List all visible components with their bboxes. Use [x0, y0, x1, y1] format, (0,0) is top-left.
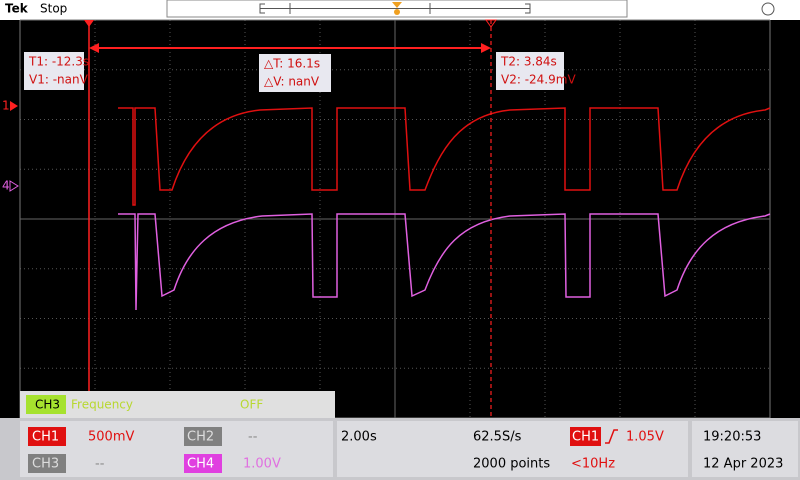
ch1-box[interactable]: [28, 427, 66, 446]
measurement-value: OFF: [240, 398, 263, 412]
ch4-label: CH4: [187, 457, 214, 472]
ch3-box[interactable]: [28, 454, 66, 473]
ch4-scale: 1.00V: [243, 457, 281, 472]
cursor-1-readout: [24, 52, 84, 90]
help-icon[interactable]: [761, 2, 775, 16]
delta-t: △T: 16.1s: [264, 57, 320, 71]
t1: T1: -12.3s: [28, 55, 89, 69]
ch1-scale: 500mV: [88, 430, 134, 445]
ch1-label: CH1: [32, 430, 59, 445]
ch4-box[interactable]: [184, 454, 222, 473]
channel-panel: [20, 421, 333, 477]
ch1-waveform: [118, 107, 771, 206]
ch2-box[interactable]: [184, 427, 222, 446]
sample-rate: 62.5S/s: [473, 430, 522, 445]
ch2-label: CH2: [187, 430, 214, 445]
ch1-marker[interactable]: 1: [2, 99, 10, 113]
ch4-marker-arrow: [9, 180, 19, 192]
trigger-slope: [605, 429, 618, 444]
cursor-2-readout: [496, 52, 564, 90]
ch1-marker-arrow: [10, 101, 18, 111]
measurement-panel: [20, 391, 335, 418]
time: 19:20:53: [703, 430, 761, 445]
cursor-1-handle[interactable]: [84, 20, 94, 27]
acquisition-panel: [337, 421, 688, 477]
timebase[interactable]: 2.00s: [341, 430, 377, 445]
trigger-level: 1.05V: [626, 430, 664, 445]
ch4-waveform: [118, 213, 771, 311]
status: Stop: [40, 2, 67, 16]
measurement-channel-box: [26, 395, 66, 414]
cursor-2-handle[interactable]: [485, 19, 497, 28]
record-length: 2000 points: [473, 457, 550, 472]
v1: V1: -nanV: [29, 73, 89, 87]
v2: V2: -24.9mV: [501, 73, 576, 87]
trigger-source-box[interactable]: [570, 427, 601, 446]
logo: Tek: [5, 2, 29, 16]
trigger-position[interactable]: [392, 2, 402, 8]
delta-readout: [259, 54, 331, 92]
t2: T2: 3.84s: [500, 55, 557, 69]
date: 12 Apr 2023: [703, 457, 783, 472]
ch3-label: CH3: [32, 457, 59, 472]
record-bracket: [259, 3, 531, 14]
ch4-marker[interactable]: 4: [2, 179, 10, 193]
trigger-dot: [394, 9, 400, 15]
delta-v: △V: nanV: [264, 75, 320, 89]
graticule: [19, 19, 771, 419]
clock-panel: [692, 421, 798, 477]
trigger-source: CH1: [572, 430, 599, 445]
trigger-frequency: <10Hz: [571, 457, 615, 472]
ch3-scale: --: [95, 457, 105, 472]
measurement-channel[interactable]: CH3: [35, 398, 60, 412]
ch2-scale: --: [248, 430, 258, 445]
measurement-name: Frequency: [71, 398, 133, 412]
